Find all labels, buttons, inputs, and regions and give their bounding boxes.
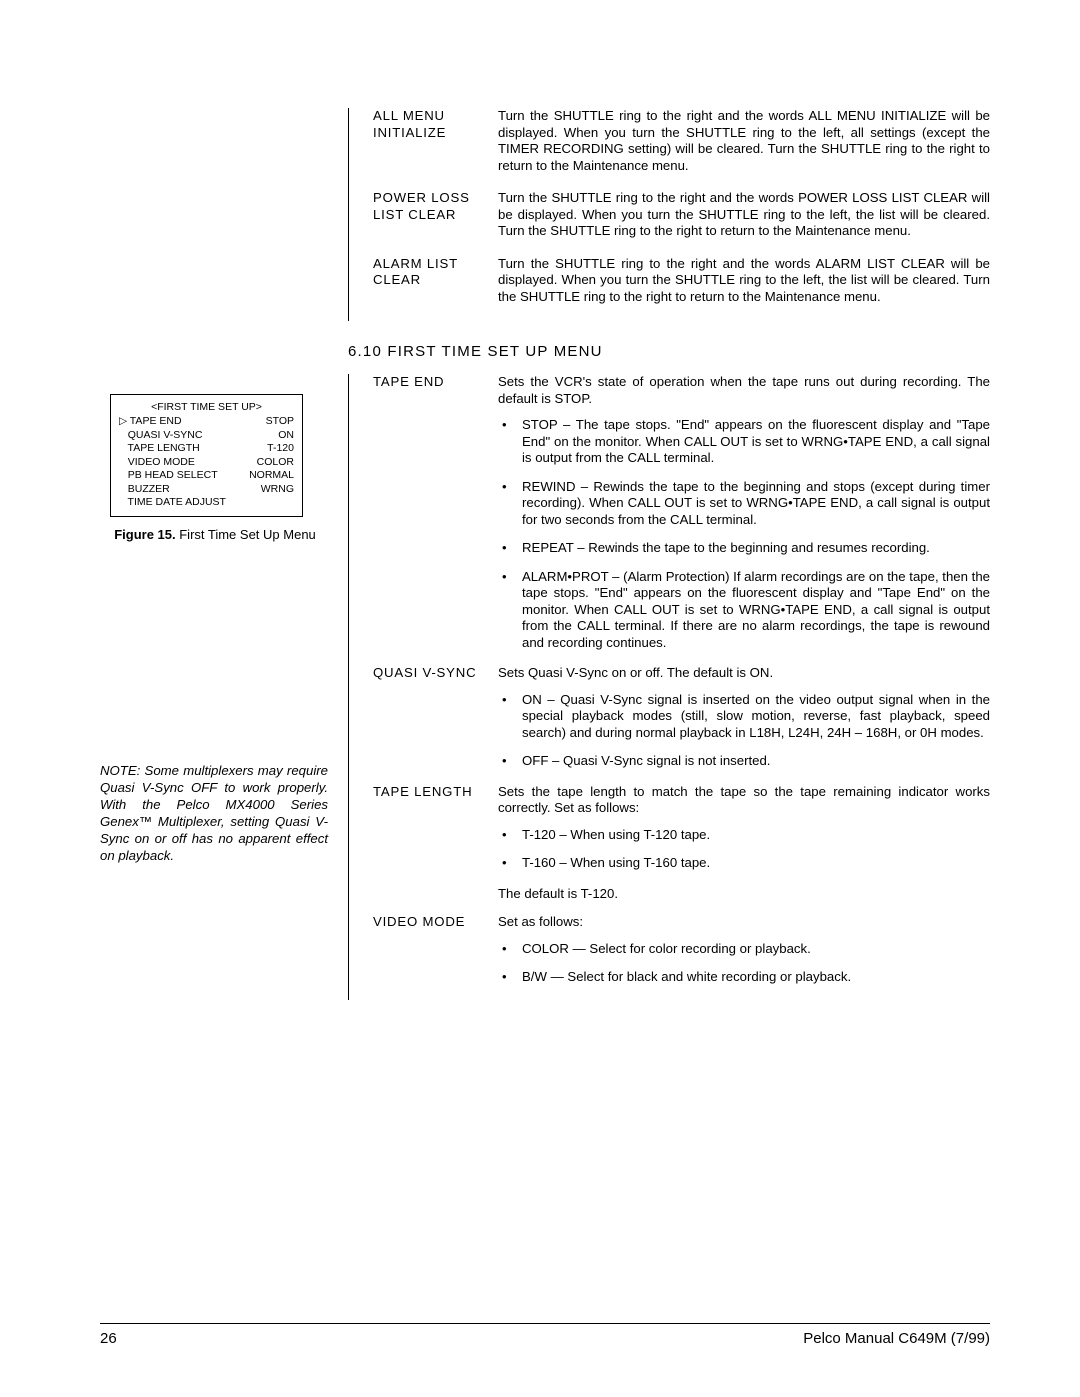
- definition-body: Sets Quasi V-Sync on or off. The default…: [498, 665, 990, 784]
- bullet-item: T-160 – When using T-160 tape.: [498, 855, 990, 872]
- bullet-item: ON – Quasi V-Sync signal is inserted on …: [498, 692, 990, 742]
- menu-row-label: QUASI V-SYNC: [119, 429, 202, 442]
- menu-row: ▷ TAPE END STOP: [119, 415, 294, 428]
- bullet-item: T-120 – When using T-120 tape.: [498, 827, 990, 844]
- definition-body: Sets the tape length to match the tape s…: [498, 784, 990, 915]
- page-number: 26: [100, 1330, 117, 1347]
- definition-row: POWER LOSS LIST CLEARTurn the SHUTTLE ri…: [373, 190, 990, 240]
- definition-row: TAPE LENGTHSets the tape length to match…: [373, 784, 990, 915]
- definition-term: TAPE END: [373, 374, 498, 665]
- first-time-setup-menu-box: <FIRST TIME SET UP> ▷ TAPE END STOP QUASI…: [110, 394, 303, 517]
- menu-row-value: WRNG: [261, 483, 294, 496]
- bullet-item: ALARM•PROT – (Alarm Protection) If alarm…: [498, 569, 990, 652]
- menu-row-label: VIDEO MODE: [119, 456, 195, 469]
- definition-term: QUASI V-SYNC: [373, 665, 498, 784]
- menu-row: PB HEAD SELECT NORMAL: [119, 469, 294, 482]
- menu-row: TAPE LENGTH T-120: [119, 442, 294, 455]
- bullet-list: COLOR — Select for color recording or pl…: [498, 941, 990, 986]
- definition-row: QUASI V-SYNCSets Quasi V-Sync on or off.…: [373, 665, 990, 784]
- multiplexer-note: NOTE: Some multiplexers may require Quas…: [100, 763, 330, 864]
- menu-row-value: T-120: [267, 442, 294, 455]
- definition-row: ALARM LIST CLEARTurn the SHUTTLE ring to…: [373, 256, 990, 306]
- bullet-item: B/W — Select for black and white recordi…: [498, 969, 990, 986]
- definition-intro: Set as follows:: [498, 914, 990, 931]
- menu-row-value: STOP: [266, 415, 294, 428]
- definition-row: TAPE ENDSets the VCR's state of operatio…: [373, 374, 990, 665]
- menu-row: VIDEO MODE COLOR: [119, 456, 294, 469]
- bullet-list: T-120 – When using T-120 tape. T-160 – Wh…: [498, 827, 990, 872]
- figure-number: Figure 15.: [114, 527, 175, 542]
- definition-intro: Sets the VCR's state of operation when t…: [498, 374, 990, 407]
- vertical-rule: [348, 108, 349, 321]
- right-column: TAPE ENDSets the VCR's state of operatio…: [348, 374, 990, 1000]
- definition-body: Turn the SHUTTLE ring to the right and t…: [498, 256, 990, 306]
- bullet-item: STOP – The tape stops. "End" appears on …: [498, 417, 990, 467]
- menu-row-label: BUZZER: [119, 483, 170, 496]
- manual-page: ALL MENU INITIALIZETurn the SHUTTLE ring…: [0, 0, 1080, 1397]
- two-column-layout: <FIRST TIME SET UP> ▷ TAPE END STOP QUASI…: [100, 374, 990, 1000]
- definition-term: ALARM LIST CLEAR: [373, 256, 498, 306]
- menu-row-value: NORMAL: [249, 469, 294, 482]
- definition-intro: Sets Quasi V-Sync on or off. The default…: [498, 665, 990, 682]
- bullet-item: OFF – Quasi V-Sync signal is not inserte…: [498, 753, 990, 770]
- section-heading: 6.10 FIRST TIME SET UP MENU: [348, 343, 990, 360]
- menu-row-value: COLOR: [257, 456, 294, 469]
- bullet-item: REPEAT – Rewinds the tape to the beginni…: [498, 540, 990, 557]
- menu-row: QUASI V-SYNC ON: [119, 429, 294, 442]
- definition-term: ALL MENU INITIALIZE: [373, 108, 498, 174]
- definition-term: TAPE LENGTH: [373, 784, 498, 915]
- menu-row-label: TIME DATE ADJUST: [119, 496, 226, 509]
- bullet-list: STOP – The tape stops. "End" appears on …: [498, 417, 990, 651]
- definition-body: Turn the SHUTTLE ring to the right and t…: [498, 190, 990, 240]
- definition-after: The default is T-120.: [498, 886, 990, 903]
- bullet-item: REWIND – Rewinds the tape to the beginni…: [498, 479, 990, 529]
- bullet-list: ON – Quasi V-Sync signal is inserted on …: [498, 692, 990, 770]
- definition-body: Turn the SHUTTLE ring to the right and t…: [498, 108, 990, 174]
- page-footer: 26 Pelco Manual C649M (7/99): [100, 1323, 990, 1347]
- menu-row-value: ON: [278, 429, 294, 442]
- definition-row: VIDEO MODESet as follows: COLOR — Select …: [373, 914, 990, 1000]
- maintenance-definitions: ALL MENU INITIALIZETurn the SHUTTLE ring…: [348, 108, 990, 321]
- definition-row: ALL MENU INITIALIZETurn the SHUTTLE ring…: [373, 108, 990, 174]
- figure-caption: Figure 15. First Time Set Up Menu: [100, 527, 330, 544]
- menu-box-title: <FIRST TIME SET UP>: [119, 401, 294, 414]
- menu-row-label: ▷ TAPE END: [119, 415, 182, 428]
- definition-body: Sets the VCR's state of operation when t…: [498, 374, 990, 665]
- menu-row: BUZZER WRNG: [119, 483, 294, 496]
- menu-row-label: PB HEAD SELECT: [119, 469, 218, 482]
- figure-title: First Time Set Up Menu: [176, 527, 316, 542]
- definition-body: Set as follows: COLOR — Select for color …: [498, 914, 990, 1000]
- vertical-rule: [348, 374, 349, 1000]
- menu-row-label: TAPE LENGTH: [119, 442, 200, 455]
- definition-term: POWER LOSS LIST CLEAR: [373, 190, 498, 240]
- menu-row: TIME DATE ADJUST: [119, 496, 294, 509]
- bullet-item: COLOR — Select for color recording or pl…: [498, 941, 990, 958]
- manual-id: Pelco Manual C649M (7/99): [803, 1330, 990, 1347]
- left-column: <FIRST TIME SET UP> ▷ TAPE END STOP QUASI…: [100, 374, 348, 1000]
- definition-intro: Sets the tape length to match the tape s…: [498, 784, 990, 817]
- definition-term: VIDEO MODE: [373, 914, 498, 1000]
